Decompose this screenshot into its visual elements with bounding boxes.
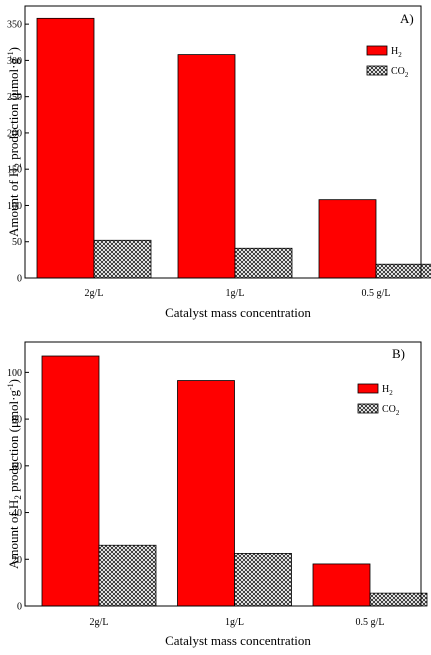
plot-frame xyxy=(24,341,422,607)
bar-co2-0 xyxy=(93,239,152,279)
y-tick-label: 200 xyxy=(7,128,22,139)
bar-co2-2 xyxy=(375,263,431,279)
x-tick-label: 0.5 g/L xyxy=(362,288,391,299)
y-tick-label: 0 xyxy=(17,602,22,613)
x-tick-label: 0.5 g/L xyxy=(356,617,385,628)
x-tick-label: 1g/L xyxy=(226,288,245,299)
y-tick-label: 60 xyxy=(12,461,22,472)
plot-frame xyxy=(24,5,422,279)
legend: H2 CO2 xyxy=(357,383,400,417)
y-tick-label: 100 xyxy=(7,201,22,212)
bar-h2-1 xyxy=(177,380,235,607)
y-tick-label: 300 xyxy=(7,56,22,67)
bar-h2-1 xyxy=(177,54,236,279)
legend-swatch-h2 xyxy=(366,45,388,56)
chart-panel-a: 0 50 100 150 200 250 300 350 2g/L 1g/L 0.5 g/L Cata… xyxy=(6,5,431,320)
bar-h2-0 xyxy=(36,17,95,279)
bar-h2-2 xyxy=(312,563,371,607)
legend-label-co2: CO2 xyxy=(382,404,400,417)
legend-swatch-co2 xyxy=(357,403,379,414)
y-axis-title: Amount of H2 production (μmol·g-1) xyxy=(6,379,23,569)
bar-h2-2 xyxy=(318,199,377,279)
y-tick-label: 80 xyxy=(12,415,22,426)
y-tick-label: 350 xyxy=(7,20,22,31)
y-tick-label: 40 xyxy=(12,508,22,519)
legend-swatch-co2 xyxy=(366,65,388,76)
x-axis-title: Catalyst mass concentration xyxy=(165,633,311,648)
bar-co2-2 xyxy=(369,592,428,607)
y-tick-label: 100 xyxy=(7,368,22,379)
bar-co2-1 xyxy=(234,553,292,607)
bar-co2-0 xyxy=(98,544,157,607)
y-tick-label: 150 xyxy=(7,165,22,176)
y-tick-label: 20 xyxy=(12,555,22,566)
y-axis-title: Amount of H2 production (μmol·g-1) xyxy=(6,47,23,237)
panel-label: A) xyxy=(400,11,414,26)
legend-label-h2: H2 xyxy=(382,384,393,397)
x-tick-label: 1g/L xyxy=(225,617,244,628)
bar-co2-1 xyxy=(234,247,293,279)
legend-label-co2: CO2 xyxy=(391,66,409,79)
chart-panel-b: 0 20 40 60 80 100 2g/L 1g/L 0.5 g/L Catalyst mass… xyxy=(6,341,428,648)
x-axis-title: Catalyst mass concentration xyxy=(165,305,311,320)
y-tick-label: 50 xyxy=(12,237,22,248)
legend: H2 CO2 xyxy=(366,45,409,79)
y-tick-label: 0 xyxy=(17,274,22,285)
bar-h2-0 xyxy=(41,355,100,607)
legend-swatch-h2 xyxy=(357,383,379,394)
panel-label: B) xyxy=(392,346,405,361)
x-tick-label: 2g/L xyxy=(90,617,109,628)
y-tick-label: 250 xyxy=(7,92,22,103)
legend-label-h2: H2 xyxy=(391,46,402,59)
x-tick-label: 2g/L xyxy=(85,288,104,299)
